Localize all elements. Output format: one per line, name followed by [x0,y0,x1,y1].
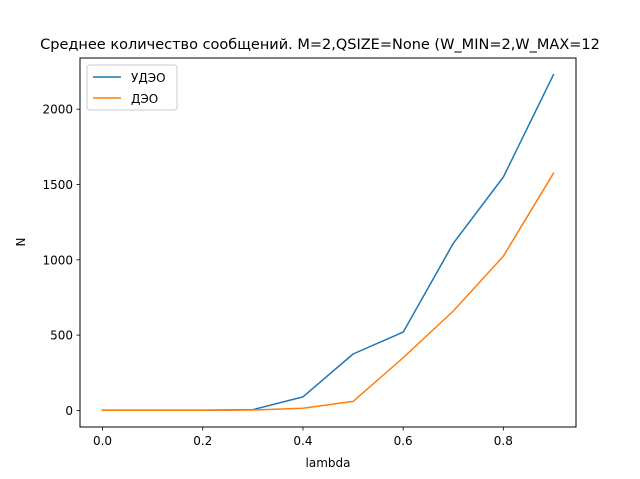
y-tick-label: 1000 [42,253,73,267]
y-tick-label: 0 [65,404,73,418]
x-axis-label: lambda [306,456,351,470]
series-lines [101,73,555,412]
y-tick-label: 1500 [42,178,73,192]
y-tick-label: 500 [50,329,73,343]
series-line-deo [101,172,555,412]
legend-label-deo: ДЭО [131,92,158,106]
x-tick-label: 0.4 [293,434,312,448]
x-axis: 0.0 0.2 0.4 0.6 0.8 [93,427,513,448]
plot-area [80,58,576,427]
x-tick-label: 0.6 [394,434,413,448]
x-tick-label: 0.8 [494,434,513,448]
x-tick-label: 0.2 [193,434,212,448]
plot-frame [79,57,577,428]
x-tick-label: 0.0 [93,434,112,448]
chart-title: Среднее количество сообщений. M=2,QSIZE=… [40,37,600,53]
legend-label-udeo: УДЭО [131,71,166,85]
y-axis: 0 500 1000 1500 2000 [42,103,80,418]
legend: УДЭО ДЭО [86,64,178,111]
y-tick-label: 2000 [42,103,73,117]
y-axis-label: N [14,238,28,247]
